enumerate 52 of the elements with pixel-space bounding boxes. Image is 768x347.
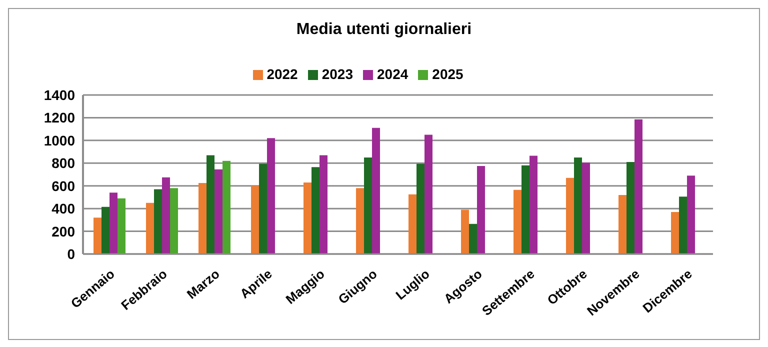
legend-label: 2024	[377, 66, 408, 82]
y-tick-label: 200	[52, 223, 76, 240]
legend-label: 2023	[322, 66, 353, 82]
bar	[364, 157, 372, 254]
y-tick-label: 400	[52, 200, 76, 217]
bar	[102, 206, 110, 254]
bar	[154, 189, 162, 254]
bar	[424, 134, 432, 254]
y-tick-label: 1200	[44, 110, 76, 126]
bar	[222, 160, 230, 254]
bar	[170, 188, 178, 254]
bar	[206, 155, 214, 254]
bar	[687, 176, 695, 254]
y-tick-label: 600	[52, 178, 76, 194]
bar	[618, 194, 626, 254]
bar	[312, 167, 320, 254]
bar	[408, 194, 416, 254]
bar	[320, 155, 328, 254]
bar	[530, 156, 538, 254]
bar	[469, 224, 477, 254]
bar	[522, 165, 530, 254]
bar	[582, 162, 590, 254]
bar	[461, 210, 469, 254]
bar	[566, 178, 574, 254]
bar	[198, 183, 206, 254]
bar	[634, 119, 642, 254]
bar	[214, 169, 222, 254]
bar	[671, 212, 679, 254]
bar	[304, 182, 312, 254]
chart-title: Media utenti giornalieri	[295, 21, 473, 39]
bar	[416, 164, 424, 254]
y-tick-label: 1000	[44, 132, 76, 148]
bar	[118, 198, 126, 254]
bar	[110, 192, 118, 254]
legend-label: 2022	[266, 66, 298, 82]
bar	[146, 202, 154, 254]
bar	[626, 162, 634, 254]
bar	[259, 164, 267, 254]
bar	[679, 196, 687, 254]
y-tick-label: 1400	[44, 86, 76, 103]
bar	[477, 166, 485, 254]
bar	[514, 190, 522, 254]
bar	[372, 128, 380, 254]
bar	[162, 177, 170, 254]
bar	[356, 188, 364, 254]
bar	[94, 218, 102, 254]
bar	[251, 186, 259, 254]
bar	[267, 138, 275, 254]
bar	[574, 157, 582, 254]
legend-label: 2025	[432, 66, 464, 82]
y-tick-label: 800	[52, 155, 76, 172]
y-tick-label: 0	[67, 246, 76, 262]
